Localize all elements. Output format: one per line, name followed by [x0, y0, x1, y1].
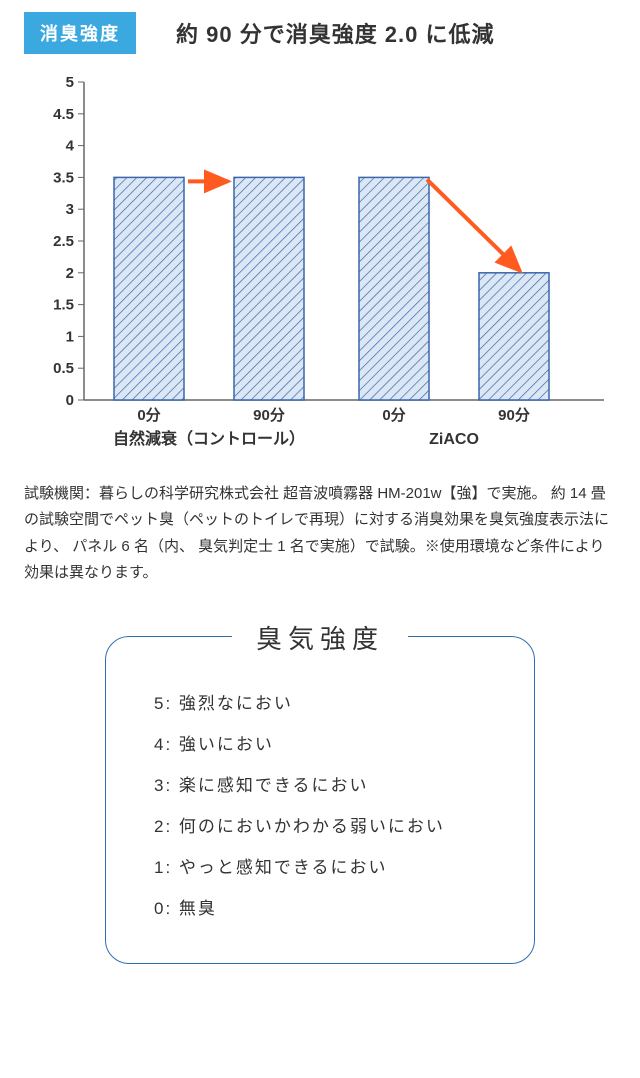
- svg-text:5: 5: [66, 74, 74, 91]
- legend-item: 1: やっと感知できるにおい: [154, 853, 494, 878]
- svg-text:2.5: 2.5: [53, 233, 74, 250]
- svg-text:0分: 0分: [137, 407, 160, 424]
- svg-text:0.5: 0.5: [53, 360, 74, 377]
- headline: 約 90 分で消臭強度 2.0 に低減: [176, 17, 495, 49]
- svg-text:3.5: 3.5: [53, 169, 74, 186]
- footnote: 試験機関：暮らしの科学研究株式会社 超音波噴霧器 HM-201w【強】で実施。 …: [24, 481, 616, 586]
- bar: [479, 273, 549, 400]
- bar: [359, 177, 429, 400]
- odor-scale-legend: 臭気強度 5: 強烈なにおい4: 強いにおい3: 楽に感知できるにおい2: 何の…: [105, 636, 535, 964]
- legend-list: 5: 強烈なにおい 4: 強いにおい 3: 楽に感知できるにおい 2: 何のにおいかわ…: [154, 689, 494, 919]
- badge-odor-intensity: 消臭強度: [24, 12, 136, 54]
- svg-text:0: 0: [66, 392, 74, 409]
- legend-item: 0: 無臭: [154, 894, 494, 919]
- legend-item: 5: 強烈なにおい: [154, 689, 494, 714]
- legend-item: 3: 楽に感知できるにおい: [154, 771, 494, 796]
- bar: [114, 177, 184, 400]
- legend-item: 2: 何のにおいかわかる弱いにおい: [154, 812, 494, 837]
- svg-text:4.5: 4.5: [53, 106, 74, 123]
- trend-arrow-icon: [427, 179, 520, 270]
- svg-text:3: 3: [66, 201, 74, 218]
- header-row: 消臭強度 約 90 分で消臭強度 2.0 に低減: [24, 12, 616, 54]
- svg-text:ZiACO: ZiACO: [429, 431, 479, 448]
- svg-text:0分: 0分: [382, 407, 405, 424]
- page-root: 消臭強度 約 90 分で消臭強度 2.0 に低減 0 0.5 1 1.5 2 2.5 3 3.…: [0, 0, 640, 1004]
- svg-text:4: 4: [66, 138, 75, 155]
- svg-text:1.5: 1.5: [53, 297, 74, 314]
- chart-svg: 0 0.5 1 1.5 2 2.5 3 3.5 4 4.5 5 0分 90分自然減衰（コントロール） 0分…: [24, 72, 614, 462]
- svg-text:90分: 90分: [253, 407, 285, 424]
- svg-text:自然減衰（コントロール）: 自然減衰（コントロール）: [113, 429, 305, 448]
- svg-text:90分: 90分: [498, 407, 530, 424]
- svg-text:1: 1: [66, 328, 74, 345]
- legend-title: 臭気強度: [232, 619, 408, 656]
- svg-text:2: 2: [66, 265, 74, 282]
- legend-item: 4: 強いにおい: [154, 730, 494, 755]
- bar-chart: 0 0.5 1 1.5 2 2.5 3 3.5 4 4.5 5 0分 90分自然減衰（コントロール） 0分…: [24, 72, 616, 467]
- bar: [234, 177, 304, 400]
